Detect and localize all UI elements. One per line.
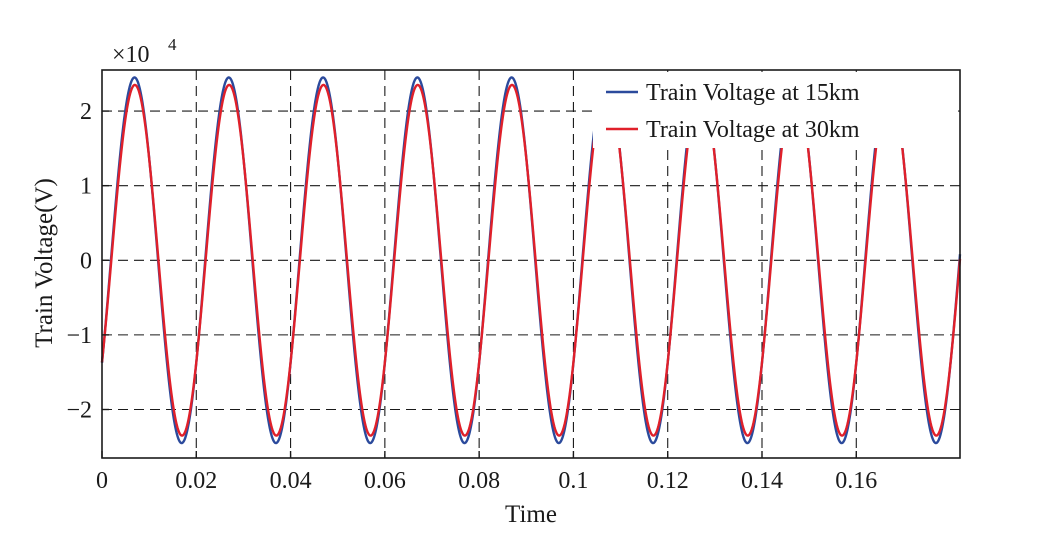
y-tick-label: 1 [80,174,92,200]
y-tick-label: 0 [80,248,92,274]
axes [101,69,961,459]
legend: Train Voltage at 15km Train Voltage at 3… [593,72,958,148]
x-tick-label: 0.02 [175,468,217,494]
y-tick-label: 2 [80,99,92,125]
x-tick-label: 0.16 [835,468,877,494]
axes-frame [101,69,961,459]
legend-label-series-1: Train Voltage at 15km [646,80,860,106]
y-tick-label: −2 [66,398,92,424]
x-tick-label: 0.06 [364,468,406,494]
y-axis-label: Train Voltage(V) [31,178,58,348]
y-tick-label: −1 [66,323,92,349]
y-scale-exponent: 4 [168,35,177,54]
x-tick-label: 0 [96,468,108,494]
x-tick-label: 0.08 [458,468,500,494]
x-axis-label: Time [505,501,557,528]
y-scale-factor: ×10 [112,42,150,68]
x-tick-label: 0.12 [647,468,689,494]
plot-area [100,76,962,445]
series-line-2 [100,83,962,437]
legend-background [593,72,958,148]
ticks: 0 0.02 0.04 0.06 0.08 0.1 0.12 0.14 0.16 −2 −1 0 1 2 [66,99,877,494]
legend-label-series-2: Train Voltage at 30km [646,117,860,143]
x-tick-label: 0.14 [741,468,783,494]
x-tick-label: 0.04 [270,468,312,494]
x-tick-label: 0.1 [558,468,588,494]
labels: ×10 4 Time Train Voltage(V) [31,35,557,528]
